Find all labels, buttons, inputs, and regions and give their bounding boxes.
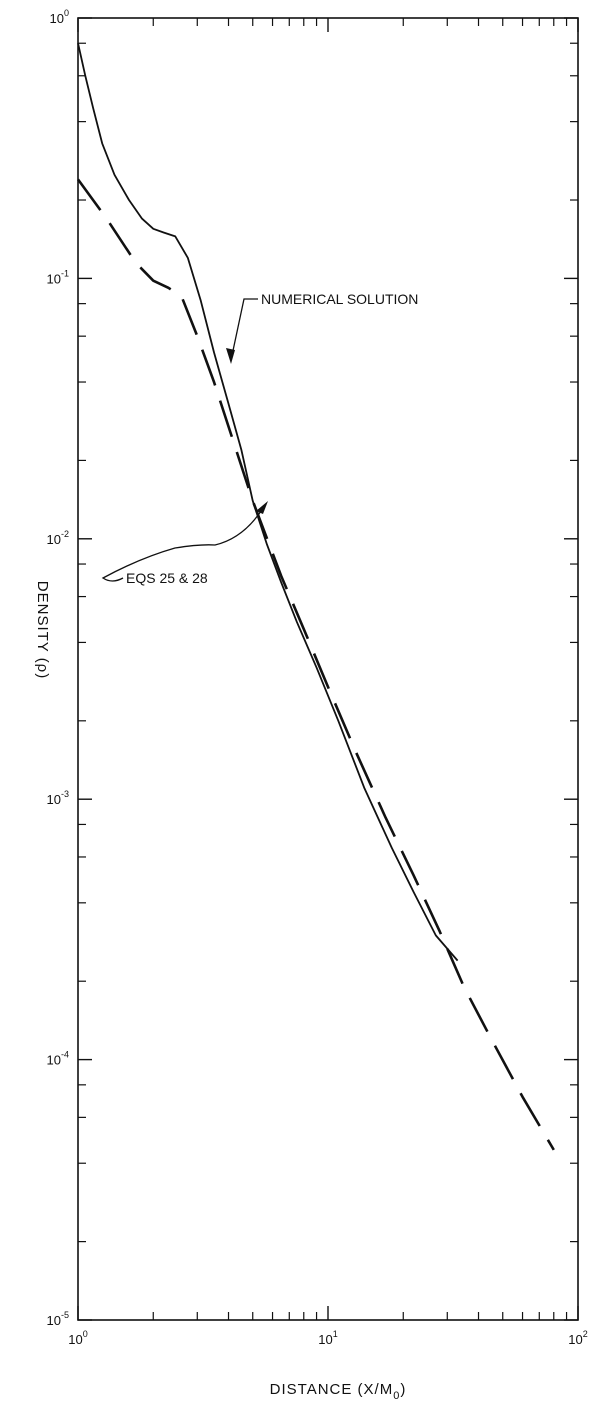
x-tick-label-base: 10 <box>568 1332 582 1347</box>
y-tick-label: 10-2 <box>47 529 69 547</box>
y-tick-label: 100 <box>50 8 69 26</box>
y-tick-label-base: 10 <box>47 1313 61 1328</box>
eqs-arrowhead <box>256 501 268 514</box>
y-tick-label-base: 10 <box>47 532 61 547</box>
y-tick-label: 10-5 <box>47 1310 69 1328</box>
x-axis-title-main: DISTANCE (X/M <box>270 1381 394 1398</box>
y-tick-label-exponent: -5 <box>61 1310 69 1320</box>
y-tick-label-base: 10 <box>47 792 61 807</box>
numerical-solution-leader-line <box>230 298 258 361</box>
x-axis-title: DISTANCE (X/M0) <box>270 1381 407 1402</box>
x-tick-label: 100 <box>68 1329 87 1347</box>
y-tick-label-exponent: 0 <box>64 8 69 18</box>
eqs-label: EQS 25 & 28 <box>126 570 208 586</box>
numerical-solution-line <box>77 43 459 962</box>
x-tick-label: 101 <box>318 1329 337 1347</box>
x-axis-title-subscript: 0 <box>393 1390 400 1402</box>
x-axis-title-close: ) <box>400 1381 406 1398</box>
numerical-solution-label: NUMERICAL SOLUTION <box>261 291 418 307</box>
x-tick-label-exponent: 0 <box>83 1329 88 1339</box>
y-axis-title: DENSITY (ρ) <box>34 581 51 679</box>
y-tick-label-exponent: -3 <box>61 789 69 799</box>
plot-frame <box>77 17 579 1321</box>
series-group <box>76 43 555 1151</box>
x-tick-label-base: 10 <box>318 1332 332 1347</box>
y-tick-label: 10-1 <box>47 268 69 286</box>
y-tick-label-exponent: -2 <box>61 529 69 539</box>
numerical-solution-arrowhead <box>226 348 235 364</box>
x-tick-label-base: 10 <box>68 1332 82 1347</box>
eqs-dashed-line <box>76 178 555 1151</box>
y-tick-label: 10-3 <box>47 789 69 807</box>
eqs-leader-line <box>101 504 266 582</box>
x-tick-label: 102 <box>568 1329 587 1347</box>
axes-group <box>77 17 579 1321</box>
y-tick-label-base: 10 <box>50 11 64 26</box>
x-tick-label-exponent: 1 <box>333 1329 338 1339</box>
y-tick-label: 10-4 <box>47 1050 69 1068</box>
x-tick-label-exponent: 2 <box>583 1329 588 1339</box>
y-tick-label-exponent: -1 <box>61 268 69 278</box>
y-tick-label-exponent: -4 <box>61 1050 69 1060</box>
y-tick-label-base: 10 <box>47 1053 61 1068</box>
y-tick-label-base: 10 <box>47 271 61 286</box>
